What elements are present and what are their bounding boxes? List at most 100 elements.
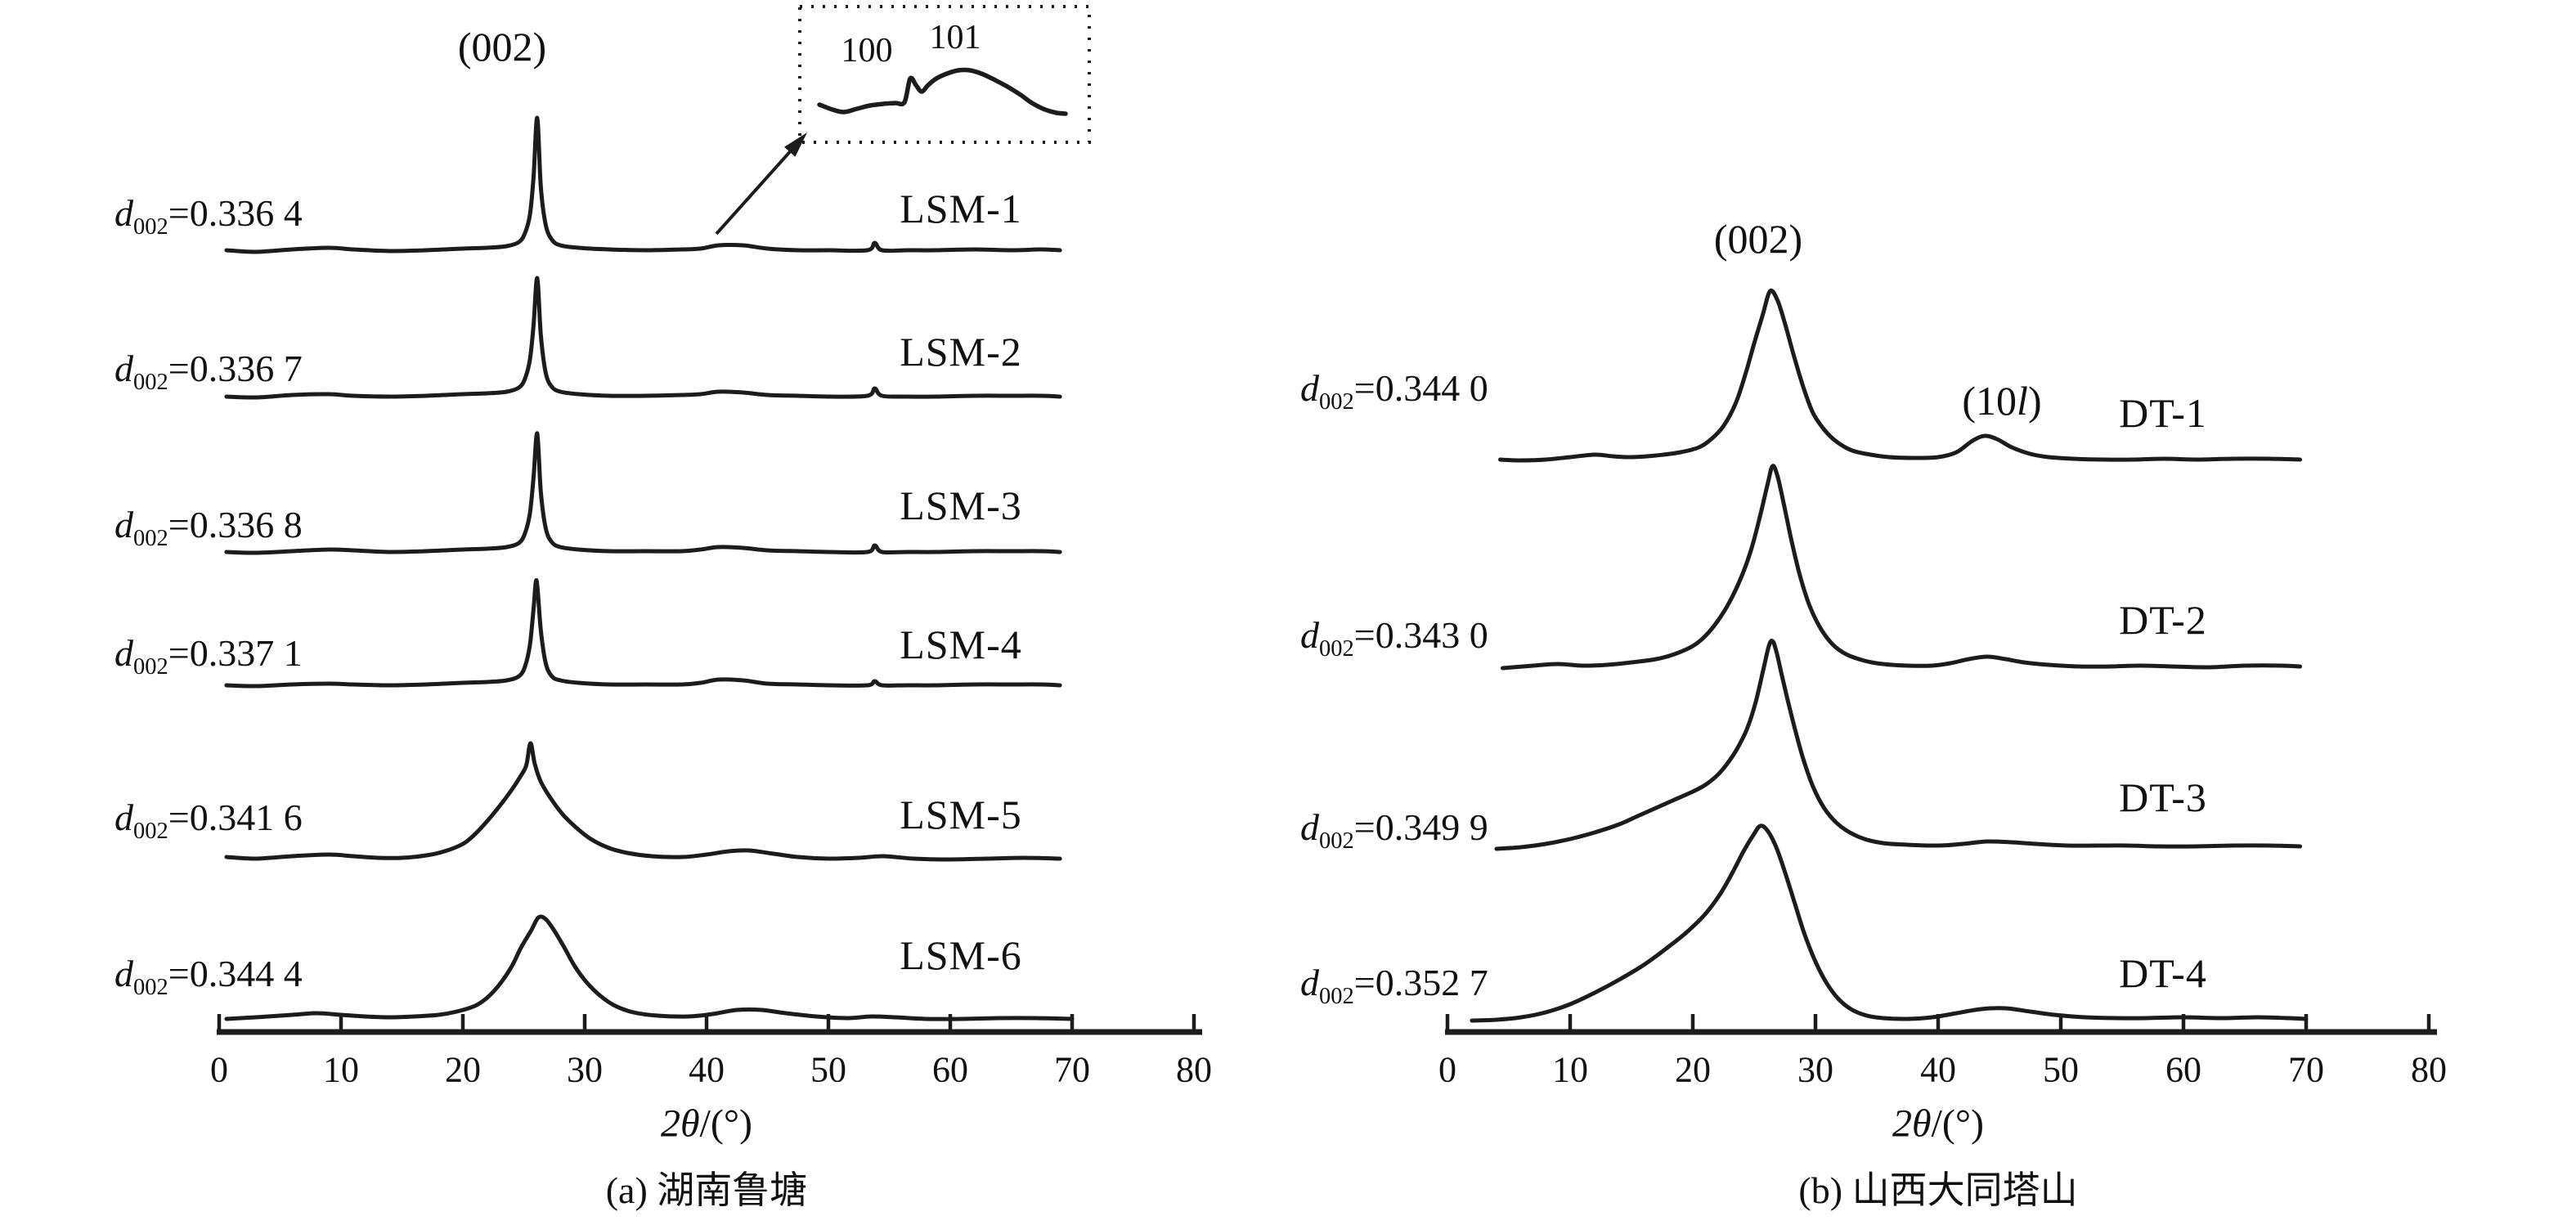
d-value: =0.337 1 bbox=[168, 631, 303, 674]
x-tick-label-b: 60 bbox=[2165, 1049, 2201, 1090]
xrd-curve-LSM-1 bbox=[224, 115, 1062, 254]
peak-annotation-post: ) bbox=[2027, 378, 2042, 424]
x-tick-label-b: 50 bbox=[2043, 1049, 2079, 1090]
sample-label-LSM-6: LSM-6 bbox=[900, 932, 1022, 978]
inset-pointer-arrow-head bbox=[784, 132, 807, 157]
sample-label-LSM-3: LSM-3 bbox=[900, 482, 1022, 528]
xrd-curve-DT-1 bbox=[1498, 288, 2302, 463]
x-axis-title-b: 2θ/(°) bbox=[1892, 1102, 1984, 1146]
x-tick-label-a: 30 bbox=[567, 1049, 603, 1090]
d-symbol: d bbox=[1300, 613, 1319, 656]
x-axis-title-a: 2θ/(°) bbox=[661, 1102, 752, 1146]
peak-annotation-pre: (10 bbox=[1962, 378, 2017, 424]
xrd-curve-DT-2 bbox=[1501, 464, 2302, 671]
sample-label-LSM-5: LSM-5 bbox=[900, 792, 1022, 837]
d-spacing-label-DT-3: d002=0.349 9 bbox=[1300, 805, 1488, 855]
sample-label-LSM-4: LSM-4 bbox=[900, 621, 1022, 667]
d-subscript: 002 bbox=[133, 370, 168, 396]
xrd-curve-LSM-2 bbox=[224, 276, 1062, 400]
d-symbol: d bbox=[114, 191, 133, 234]
peak-annotation-italic: l bbox=[2017, 378, 2028, 424]
x-tick-label-a: 10 bbox=[323, 1049, 359, 1090]
inset-box bbox=[798, 5, 1091, 144]
x-tick-label-a: 70 bbox=[1054, 1049, 1090, 1090]
inset-peak-label: 100 bbox=[841, 32, 893, 70]
d-spacing-label-DT-4: d002=0.352 7 bbox=[1300, 961, 1488, 1010]
sample-label-DT-2: DT-2 bbox=[2119, 597, 2207, 643]
d-spacing-label-LSM-5: d002=0.341 6 bbox=[114, 796, 303, 845]
d-symbol: d bbox=[114, 796, 133, 838]
d-value: =0.352 7 bbox=[1353, 961, 1488, 1003]
d-symbol: d bbox=[114, 503, 133, 545]
d-subscript: 002 bbox=[133, 975, 168, 1001]
d-subscript: 002 bbox=[133, 654, 168, 680]
xrd-curve-DT-3 bbox=[1494, 639, 2302, 851]
d-spacing-label-LSM-6: d002=0.344 4 bbox=[114, 952, 303, 1001]
d-spacing-label-LSM-4: d002=0.337 1 bbox=[114, 631, 303, 680]
xrd-curve-LSM-3 bbox=[224, 431, 1062, 555]
x-tick-label-a: 40 bbox=[689, 1049, 725, 1090]
d-value: =0.336 8 bbox=[168, 503, 303, 545]
d-symbol: d bbox=[1300, 366, 1319, 409]
d-subscript: 002 bbox=[1319, 636, 1354, 662]
d-spacing-label-DT-2: d002=0.343 0 bbox=[1300, 613, 1488, 662]
xrd-curve-LSM-6 bbox=[224, 914, 1075, 1021]
d-value: =0.336 7 bbox=[168, 347, 303, 389]
x-axis-title-symbol: 2θ bbox=[1892, 1102, 1932, 1146]
peak-annotation-a: (002) bbox=[457, 24, 547, 70]
d-value: =0.344 0 bbox=[1353, 366, 1488, 409]
d-subscript: 002 bbox=[1319, 984, 1354, 1010]
panel-caption-b: (b) 山西大同塔山 bbox=[1798, 1169, 2078, 1211]
xrd-curve-DT-4 bbox=[1470, 823, 2309, 1023]
x-tick-label-b: 0 bbox=[1438, 1049, 1456, 1090]
d-subscript: 002 bbox=[133, 526, 168, 552]
d-spacing-label-LSM-2: d002=0.336 7 bbox=[114, 347, 303, 396]
x-tick-label-a: 60 bbox=[932, 1049, 968, 1090]
sample-label-DT-1: DT-1 bbox=[2119, 390, 2207, 436]
d-value: =0.343 0 bbox=[1353, 613, 1488, 656]
x-tick-label-b: 40 bbox=[1920, 1049, 1956, 1090]
x-tick-label-a: 80 bbox=[1176, 1049, 1212, 1090]
peak-annotation-b: (10l) bbox=[1962, 377, 2041, 424]
d-value: =0.341 6 bbox=[168, 796, 303, 838]
x-tick-label-b: 70 bbox=[2288, 1049, 2324, 1090]
d-subscript: 002 bbox=[1319, 389, 1354, 415]
xrd-curve-LSM-5 bbox=[224, 741, 1062, 862]
d-spacing-label-LSM-3: d002=0.336 8 bbox=[114, 503, 303, 552]
d-symbol: d bbox=[114, 952, 133, 994]
d-value: =0.349 9 bbox=[1353, 805, 1488, 848]
peak-annotation-b: (002) bbox=[1713, 216, 1803, 262]
sample-label-DT-3: DT-3 bbox=[2119, 774, 2207, 820]
d-subscript: 002 bbox=[133, 819, 168, 845]
d-symbol: d bbox=[114, 347, 133, 389]
x-axis-title-units: /(°) bbox=[699, 1102, 753, 1146]
d-symbol: d bbox=[1300, 961, 1319, 1003]
d-value: =0.344 4 bbox=[168, 952, 303, 994]
d-spacing-label-DT-1: d002=0.344 0 bbox=[1300, 366, 1488, 415]
x-tick-label-b: 80 bbox=[2411, 1049, 2447, 1090]
x-tick-label-b: 30 bbox=[1797, 1049, 1833, 1090]
sample-label-DT-4: DT-4 bbox=[2119, 950, 2207, 996]
d-spacing-label-LSM-1: d002=0.336 4 bbox=[114, 191, 303, 240]
d-value: =0.336 4 bbox=[168, 191, 303, 234]
panel-caption-a: (a) 湖南鲁塘 bbox=[605, 1169, 808, 1211]
d-symbol: d bbox=[1300, 805, 1319, 848]
sample-label-LSM-2: LSM-2 bbox=[900, 329, 1022, 375]
sample-label-LSM-1: LSM-1 bbox=[900, 186, 1022, 231]
d-subscript: 002 bbox=[1319, 828, 1354, 855]
xrd-curve-LSM-4 bbox=[224, 578, 1062, 689]
x-tick-label-a: 20 bbox=[445, 1049, 481, 1090]
x-tick-label-a: 0 bbox=[210, 1049, 228, 1090]
x-tick-label-b: 20 bbox=[1675, 1049, 1711, 1090]
x-axis-title-units: /(°) bbox=[1931, 1102, 1985, 1146]
d-subscript: 002 bbox=[133, 214, 168, 240]
inset-curve bbox=[817, 67, 1068, 116]
inset-peak-label: 101 bbox=[929, 19, 981, 56]
x-tick-label-a: 50 bbox=[810, 1049, 846, 1090]
x-axis-title-symbol: 2θ bbox=[660, 1102, 700, 1146]
x-tick-label-b: 10 bbox=[1552, 1049, 1588, 1090]
d-symbol: d bbox=[114, 631, 133, 674]
inset-pointer-arrow-line bbox=[715, 148, 793, 236]
